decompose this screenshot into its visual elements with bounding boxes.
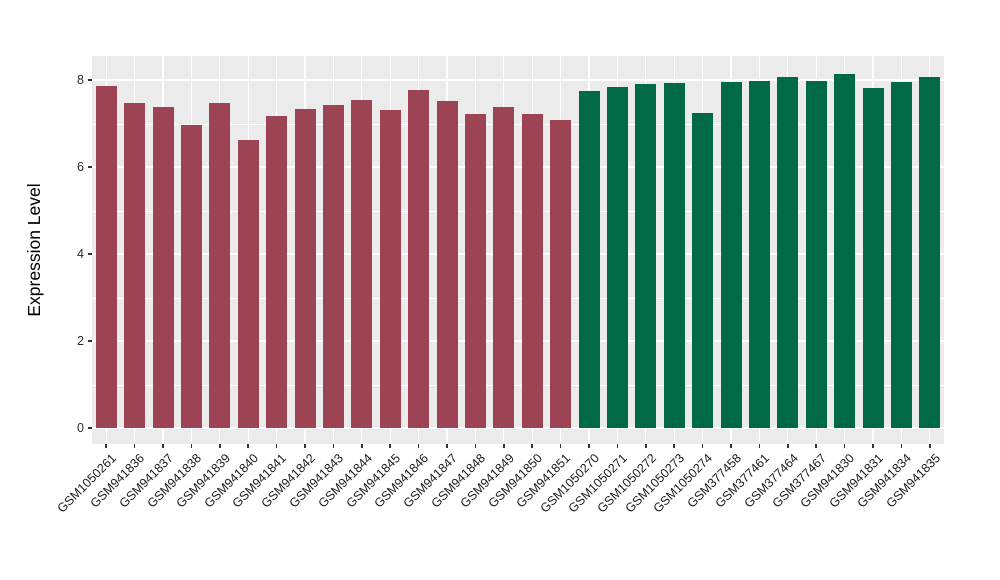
y-tick-label: 4 xyxy=(77,247,84,261)
x-tick-mark xyxy=(588,444,590,448)
x-tick-mark xyxy=(503,444,505,448)
x-tick-mark xyxy=(701,444,704,448)
bar xyxy=(351,100,373,428)
x-tick-mark xyxy=(417,444,420,448)
bar xyxy=(180,124,202,428)
minor-gridline xyxy=(92,123,944,125)
x-tick-mark xyxy=(190,444,193,448)
x-tick-mark xyxy=(758,444,761,448)
y-tick-mark xyxy=(88,340,92,342)
bar xyxy=(862,88,884,428)
bar xyxy=(322,104,344,428)
x-tick-mark xyxy=(361,444,363,448)
bar xyxy=(919,76,941,428)
y-tick-mark xyxy=(88,166,92,168)
major-gridline xyxy=(92,166,944,168)
x-tick-mark xyxy=(247,444,249,448)
x-tick-mark xyxy=(531,444,533,448)
bar xyxy=(294,108,316,428)
x-tick-mark xyxy=(559,444,562,448)
bar xyxy=(152,106,174,428)
y-tick-label: 6 xyxy=(77,160,84,174)
bar xyxy=(663,83,685,428)
x-tick-mark xyxy=(787,444,789,448)
y-tick-mark xyxy=(88,79,92,81)
x-tick-mark xyxy=(304,444,306,448)
bar xyxy=(124,103,146,428)
x-tick-mark xyxy=(730,444,732,448)
bar xyxy=(379,110,401,428)
bar xyxy=(408,89,430,428)
bar xyxy=(890,81,912,428)
bar xyxy=(95,85,117,428)
x-tick-mark xyxy=(616,444,619,448)
y-tick-mark xyxy=(88,427,92,429)
y-tick-mark xyxy=(88,253,92,255)
x-tick-mark xyxy=(162,444,164,448)
bar xyxy=(550,119,572,428)
x-tick-mark xyxy=(843,444,846,448)
x-tick-mark xyxy=(929,444,931,448)
bar xyxy=(237,140,259,428)
bar xyxy=(266,116,288,428)
minor-gridline xyxy=(92,384,944,386)
y-tick-label: 8 xyxy=(77,73,84,87)
bar xyxy=(748,80,770,428)
minor-gridline xyxy=(92,297,944,299)
x-tick-mark xyxy=(474,444,477,448)
y-tick-label: 2 xyxy=(77,334,84,348)
bar xyxy=(834,73,856,428)
bar xyxy=(635,84,657,428)
x-tick-mark xyxy=(133,444,136,448)
major-gridline xyxy=(92,253,944,255)
major-gridline xyxy=(92,79,944,81)
bar xyxy=(493,106,515,428)
bar xyxy=(464,114,486,428)
bar xyxy=(720,82,742,428)
x-tick-mark xyxy=(645,444,647,448)
x-tick-mark xyxy=(105,444,107,448)
x-tick-mark xyxy=(389,444,391,448)
x-tick-mark xyxy=(815,444,817,448)
x-tick-mark xyxy=(900,444,903,448)
x-tick-mark xyxy=(446,444,448,448)
bar xyxy=(805,81,827,428)
bar xyxy=(692,113,714,428)
bar xyxy=(436,100,458,428)
minor-gridline xyxy=(92,210,944,212)
y-tick-label: 0 xyxy=(77,421,84,435)
bar xyxy=(209,103,231,428)
bar xyxy=(777,76,799,428)
x-tick-mark xyxy=(275,444,278,448)
bar xyxy=(606,86,628,428)
plot-panel xyxy=(92,56,944,444)
x-tick-mark xyxy=(219,444,221,448)
x-tick-mark xyxy=(673,444,675,448)
major-gridline xyxy=(92,427,944,429)
bar xyxy=(578,90,600,428)
x-tick-mark xyxy=(872,444,874,448)
bar xyxy=(521,114,543,428)
major-gridline xyxy=(92,340,944,342)
x-tick-mark xyxy=(332,444,335,448)
